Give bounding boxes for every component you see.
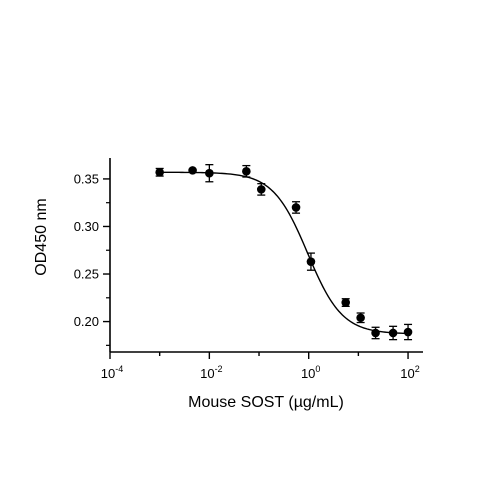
x-tick-label-exponent: 2: [415, 364, 420, 374]
y-tick-label: 0.20: [74, 314, 99, 329]
data-point: [356, 313, 365, 323]
y-tick-label: 0.25: [74, 267, 99, 282]
x-tick-label: 10-4: [101, 364, 123, 381]
x-tick-label-exponent: -4: [115, 364, 123, 374]
y-tick-label: 0.35: [74, 171, 99, 186]
y-tick-label: 0.30: [74, 219, 99, 234]
data-point: [205, 168, 214, 178]
data-point: [188, 166, 197, 175]
x-tick-label-exponent: -2: [215, 364, 223, 374]
axes: 10-4 10-2 100 102 0.200.250.300.35: [74, 158, 423, 381]
x-tick-label-base: 10: [200, 366, 214, 381]
y-axis-title: OD450 nm: [33, 198, 50, 275]
x-tick-label-base: 10: [400, 366, 414, 381]
y-ticks: 0.20 0.25 0.30 0.35: [74, 171, 110, 346]
x-axis-title: Mouse SOST (µg/mL): [188, 394, 344, 411]
data-point: [291, 203, 301, 212]
data-point: [341, 298, 351, 307]
x-tick-label: 100: [301, 364, 320, 381]
x-tick-label: 10-2: [200, 364, 222, 381]
x-tick-label-base: 10: [101, 366, 115, 381]
data-point: [155, 167, 164, 177]
x-tick-label: 102: [400, 364, 419, 381]
plot-area: [155, 164, 413, 341]
data-point: [403, 327, 413, 337]
data-point: [371, 328, 380, 338]
x-ticks: 10-4 10-2 100 102: [101, 352, 420, 381]
data-point: [306, 257, 316, 266]
data-point: [256, 185, 266, 194]
data-point: [388, 328, 398, 338]
fit-curve: [159, 171, 409, 335]
data-point: [242, 167, 251, 176]
x-tick-label-exponent: 0: [315, 364, 320, 374]
x-tick-label-base: 10: [301, 366, 315, 381]
